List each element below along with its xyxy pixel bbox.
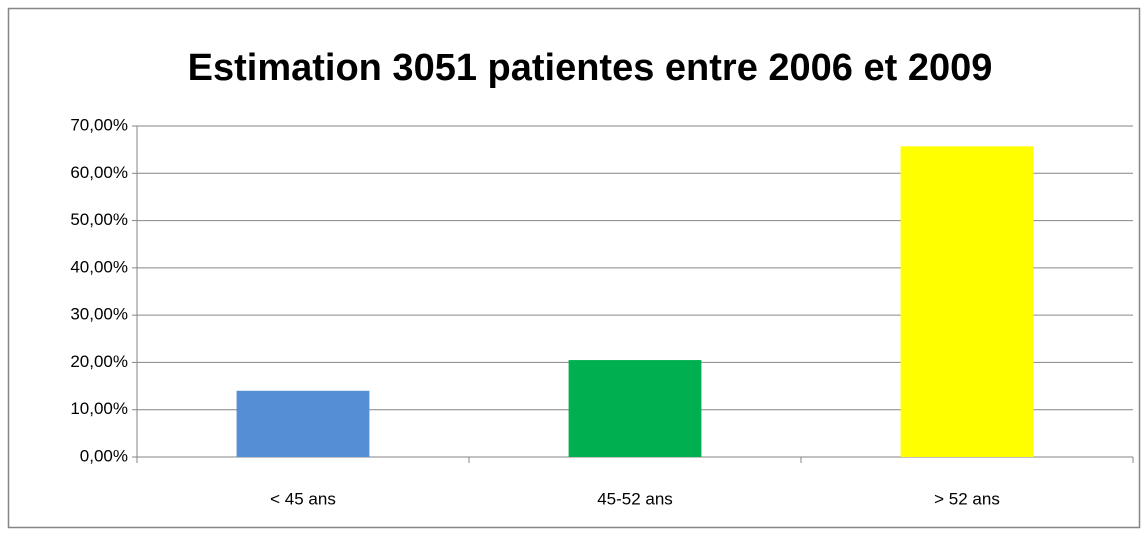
bar <box>900 146 1034 457</box>
y-tick-label: 60,00% <box>70 163 128 182</box>
x-tick-label: > 52 ans <box>934 489 1000 508</box>
bar <box>568 360 702 457</box>
bar <box>236 390 370 457</box>
y-tick-label: 50,00% <box>70 210 128 229</box>
y-tick-label: 20,00% <box>70 352 128 371</box>
x-tick-label: 45-52 ans <box>597 489 673 508</box>
y-tick-label: 30,00% <box>70 305 128 324</box>
y-tick-label: 40,00% <box>70 257 128 276</box>
chart-title: Estimation 3051 patientes entre 2006 et … <box>188 47 993 89</box>
x-tick-label: < 45 ans <box>270 489 336 508</box>
y-tick-label: 10,00% <box>70 399 128 418</box>
y-tick-label: 70,00% <box>70 115 128 134</box>
y-tick-label: 0,00% <box>80 446 128 465</box>
